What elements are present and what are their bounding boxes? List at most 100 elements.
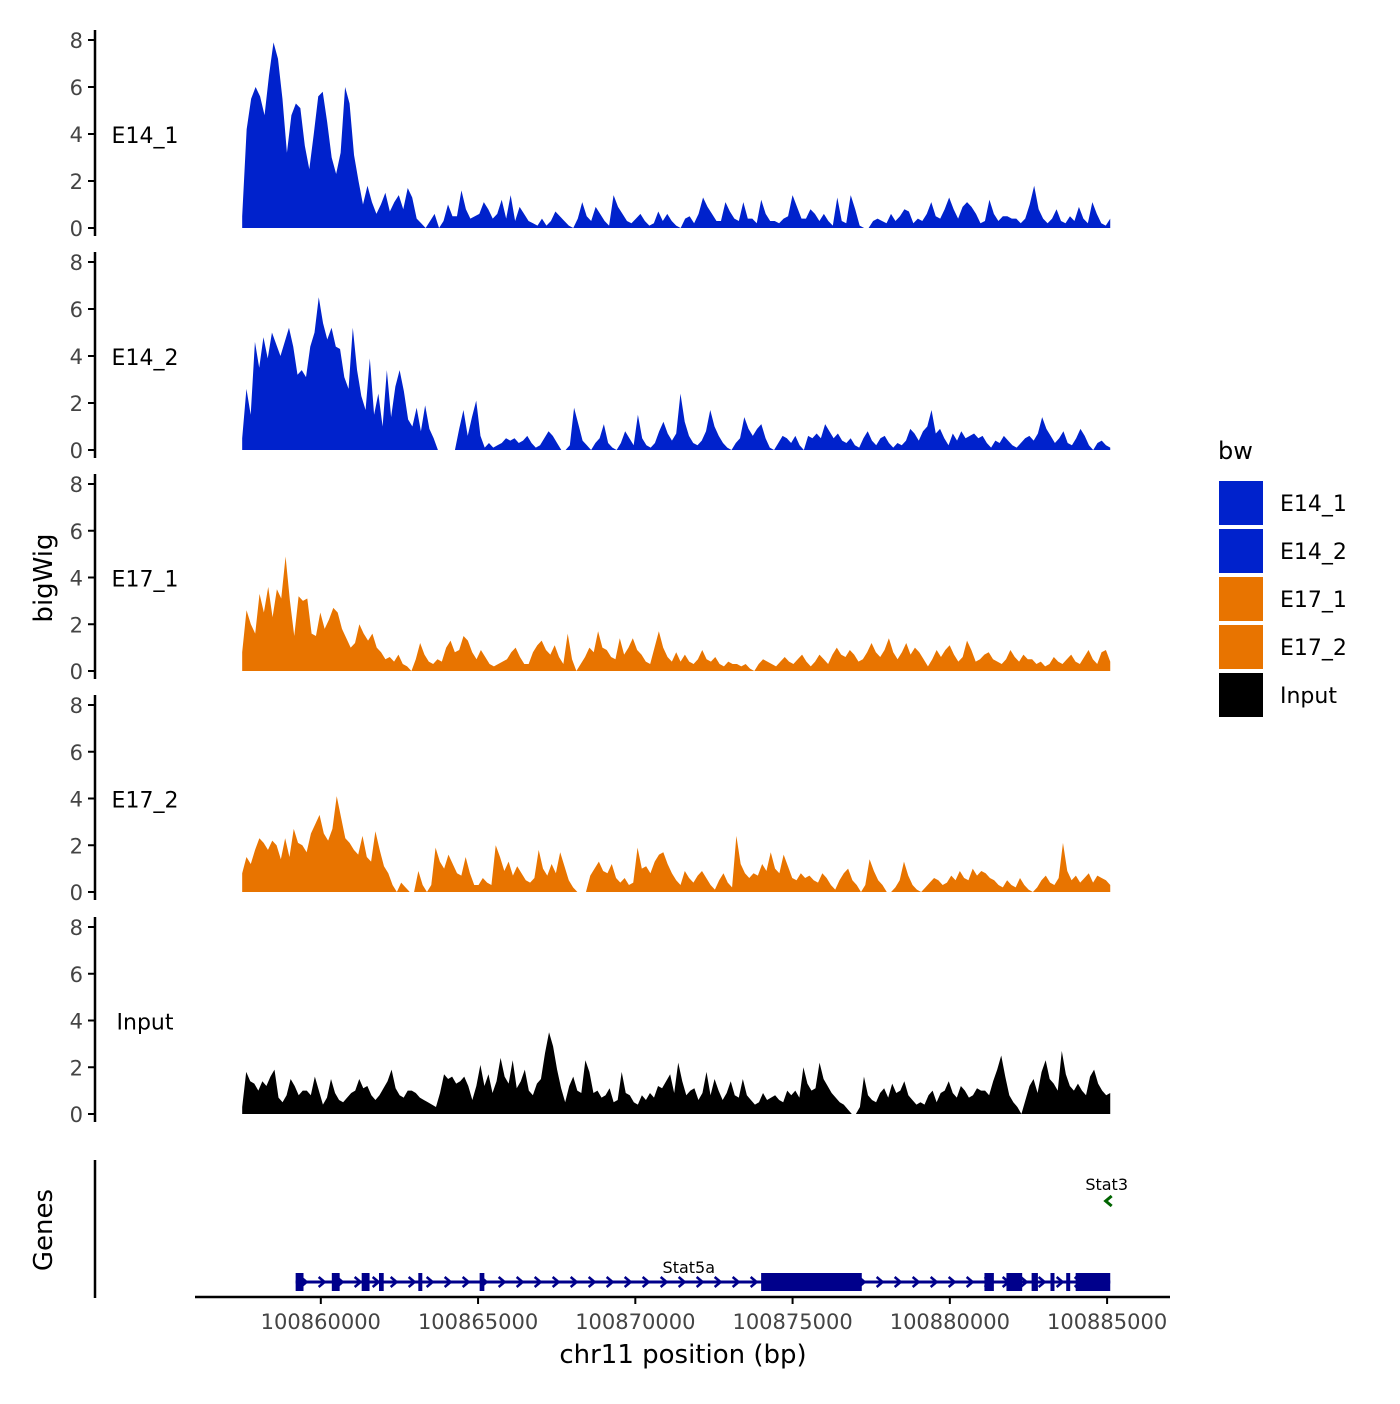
strand-arrow — [1037, 1276, 1047, 1288]
strand-arrow — [713, 1276, 723, 1288]
strand-arrow — [929, 1276, 939, 1288]
y-tick-label: 0 — [70, 217, 83, 241]
gene-label: Stat5a — [663, 1258, 716, 1277]
y-tick-label: 6 — [70, 76, 83, 100]
legend-swatch-e14-1 — [1217, 479, 1265, 527]
strand-arrow — [317, 1276, 327, 1288]
y-tick-label: 6 — [70, 520, 83, 544]
y-tick-label: 4 — [70, 345, 83, 369]
track-input: 0 2 4 6 8 Input — [70, 916, 1111, 1127]
y-tick-label: 8 — [70, 251, 83, 275]
track-e17-1: 0 2 4 6 8 E17_1 — [70, 473, 1111, 684]
gene-exon — [1066, 1273, 1071, 1291]
legend-swatch-e14-2 — [1217, 527, 1265, 575]
gene-exon — [761, 1273, 862, 1291]
gene-exon — [378, 1273, 384, 1291]
y-tick-label: 6 — [70, 963, 83, 987]
legend-label: Input — [1280, 684, 1337, 709]
track-label: Input — [117, 1011, 174, 1036]
strand-arrow — [353, 1276, 363, 1288]
strand-arrow — [731, 1276, 741, 1288]
x-tick-label: 100885000 — [1047, 1310, 1167, 1334]
y-tick-label: 0 — [70, 881, 83, 905]
strand-arrow — [569, 1276, 579, 1288]
y-tick-label: 4 — [70, 123, 83, 147]
y-tick-label: 8 — [70, 29, 83, 53]
tracks-layer: 0 2 4 6 8 E14_1 0 2 4 6 8 E14_2 0 2 4 6 8 E17_1 0 2 4 6 8 E17_2… — [70, 29, 1111, 1127]
gene-exon — [479, 1273, 485, 1291]
legend-label: E14_2 — [1280, 540, 1347, 565]
legend: bw E14_1 E14_2 E17_1 E17_2 Input — [1217, 437, 1347, 719]
strand-arrow — [641, 1276, 651, 1288]
y-axis-label: bigWig — [29, 533, 59, 622]
y-tick-label: 8 — [70, 694, 83, 718]
track-e14-2: 0 2 4 6 8 E14_2 — [70, 251, 1111, 463]
gene-exon — [295, 1273, 304, 1291]
track-label: E17_2 — [112, 789, 179, 814]
strand-arrow — [695, 1276, 705, 1288]
legend-swatch-e17-2 — [1217, 623, 1265, 671]
coverage-area-e17-2 — [242, 796, 1111, 892]
gene-label: Stat3 — [1085, 1175, 1128, 1194]
y-tick-label: 4 — [70, 788, 83, 812]
gene-stat5a: Stat5a — [295, 1258, 1111, 1291]
strand-arrow — [911, 1276, 921, 1288]
y-tick-label: 4 — [70, 567, 83, 591]
coverage-area-e14-2 — [242, 297, 1111, 450]
strand-arrow — [623, 1276, 633, 1288]
track-label: E17_1 — [112, 568, 179, 593]
strand-arrow — [389, 1276, 399, 1288]
y-tick-label: 6 — [70, 741, 83, 765]
strand-arrow — [551, 1276, 561, 1288]
coverage-area-e17-1 — [242, 556, 1111, 671]
x-axis: 100860000 100865000 100870000 100875000 1008… — [195, 1295, 1170, 1334]
x-tick-label: 100865000 — [418, 1310, 538, 1334]
legend-title: bw — [1218, 437, 1253, 465]
strand-arrow — [677, 1276, 687, 1288]
gene-exon — [331, 1273, 340, 1291]
gene-exon — [1031, 1273, 1038, 1291]
y-tick-label: 8 — [70, 473, 83, 497]
strand-arrow — [443, 1276, 453, 1288]
strand-arrow — [461, 1276, 471, 1288]
legend-label: E17_1 — [1280, 588, 1347, 613]
track-label: E14_1 — [112, 124, 179, 149]
strand-arrow — [659, 1276, 669, 1288]
strand-arrow — [533, 1276, 543, 1288]
strand-arrow — [587, 1276, 597, 1288]
coverage-area-e14-1 — [242, 42, 1111, 228]
y-tick-label: 2 — [70, 613, 83, 637]
gene-exon — [1075, 1273, 1111, 1291]
y-tick-label: 4 — [70, 1010, 83, 1034]
strand-arrow — [965, 1276, 975, 1288]
gene-stat3: Stat3 — [1085, 1175, 1128, 1208]
y-tick-label: 8 — [70, 916, 83, 940]
strand-arrow — [1019, 1276, 1029, 1288]
strand-arrow — [605, 1276, 615, 1288]
strand-arrow — [371, 1276, 381, 1288]
x-tick-label: 100880000 — [890, 1310, 1010, 1334]
legend-label: E14_1 — [1280, 492, 1347, 517]
y-tick-label: 6 — [70, 298, 83, 322]
gene-exon — [984, 1273, 994, 1291]
y-tick-label: 2 — [70, 834, 83, 858]
x-tick-label: 100870000 — [575, 1310, 695, 1334]
x-tick-label: 100860000 — [261, 1310, 381, 1334]
strand-arrow — [749, 1276, 759, 1288]
genes-panel-label: Genes — [29, 1189, 59, 1271]
legend-label: E17_2 — [1280, 636, 1347, 661]
gene-exon — [418, 1273, 423, 1291]
y-tick-label: 0 — [70, 660, 83, 684]
strand-arrow — [875, 1276, 885, 1288]
coverage-area-input — [242, 1032, 1111, 1114]
x-tick-label: 100875000 — [732, 1310, 852, 1334]
y-tick-label: 2 — [70, 1056, 83, 1080]
strand-arrow — [407, 1276, 417, 1288]
legend-swatch-e17-1 — [1217, 575, 1265, 623]
y-tick-label: 0 — [70, 439, 83, 463]
gene-exon — [1006, 1273, 1023, 1291]
track-e17-2: 0 2 4 6 8 E17_2 — [70, 694, 1111, 905]
y-tick-label: 2 — [70, 170, 83, 194]
